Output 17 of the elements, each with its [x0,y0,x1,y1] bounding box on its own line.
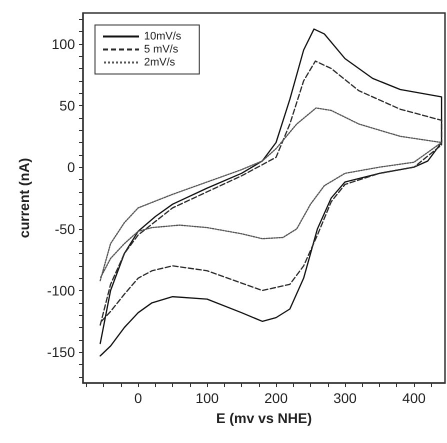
y-tick-label: 50 [59,98,76,114]
legend-label: 2mV/s [144,56,176,68]
line-series [100,28,442,357]
x-tick-label: 400 [402,390,426,406]
x-tick-label: 200 [264,390,288,406]
y-tick-label: -150 [46,344,76,360]
legend-label: 5 mV/s [144,44,179,56]
x-axis-title: E (mv vs NHE) [216,410,312,426]
y-tick-label: 0 [67,159,76,176]
x-tick-label: 300 [333,390,357,406]
legend-label: 10mV/s [144,30,182,42]
x-tick-label: 100 [195,390,220,406]
x-tick-label: 0 [134,390,142,406]
y-tick-label: 100 [52,36,76,52]
y-tick-label: -50 [54,220,76,237]
y-tick-label: -100 [46,282,76,298]
y-axis-title: current (nA) [16,158,32,238]
